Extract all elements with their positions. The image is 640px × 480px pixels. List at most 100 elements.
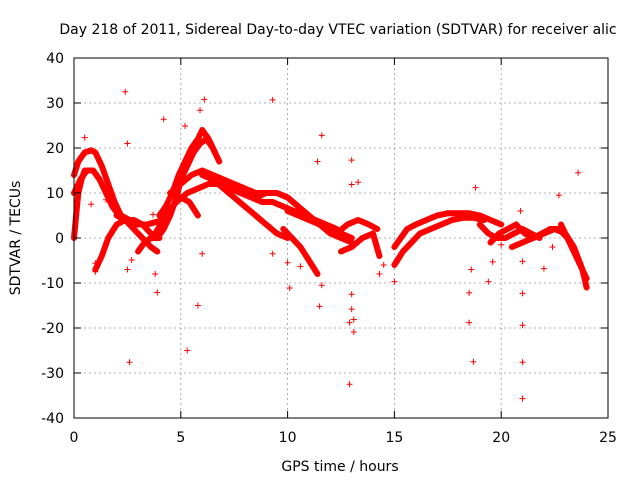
data-point	[272, 200, 279, 207]
data-point	[281, 193, 288, 200]
data-point	[362, 233, 369, 240]
data-point	[367, 231, 374, 238]
data-point	[340, 247, 347, 254]
data-point	[100, 248, 107, 255]
data-point	[349, 219, 356, 226]
data-point	[185, 151, 192, 158]
data-point	[95, 156, 102, 163]
data-point	[182, 158, 189, 165]
data-point	[308, 218, 315, 225]
data-point	[420, 218, 427, 225]
data-point	[344, 221, 351, 228]
data-point	[152, 230, 159, 237]
data-point	[376, 253, 383, 259]
outlier-point	[150, 211, 157, 218]
data-point	[284, 208, 291, 214]
data-point	[373, 241, 380, 248]
data-point	[188, 172, 195, 178]
data-point	[197, 184, 204, 191]
data-point	[578, 265, 585, 272]
data-point	[192, 209, 199, 216]
data-point	[343, 237, 350, 244]
data-point	[343, 246, 350, 253]
x-tick-label: 10	[279, 430, 297, 446]
data-point	[554, 227, 561, 234]
outlier-point	[124, 266, 131, 273]
data-point	[300, 214, 307, 221]
data-point	[106, 185, 113, 192]
data-point	[417, 230, 424, 237]
y-tick-label: -10	[41, 276, 64, 292]
x-tick-label: 5	[176, 430, 185, 446]
outlier-point	[555, 192, 562, 199]
data-point	[71, 229, 78, 236]
data-point	[204, 174, 211, 181]
data-point	[109, 228, 116, 235]
data-point	[438, 221, 445, 228]
data-point	[217, 175, 224, 182]
outlier-point	[314, 158, 321, 165]
data-point	[269, 199, 276, 205]
data-point	[74, 161, 81, 168]
data-point	[156, 223, 163, 230]
data-point	[101, 244, 108, 250]
data-point	[310, 264, 317, 271]
data-point	[232, 187, 239, 194]
data-point	[287, 209, 294, 216]
data-point	[297, 213, 304, 220]
data-point	[191, 170, 198, 177]
outlier-point	[466, 289, 473, 296]
data-point	[431, 213, 438, 220]
outlier-point	[575, 169, 582, 176]
data-point	[498, 221, 505, 228]
outlier-point	[346, 381, 353, 388]
data-point	[441, 220, 448, 227]
data-point	[580, 268, 587, 275]
outlier-point	[199, 250, 206, 257]
data-point	[418, 219, 425, 226]
x-tick-label: 20	[492, 430, 510, 446]
data-point	[433, 223, 440, 230]
data-point	[205, 136, 212, 142]
data-point	[422, 228, 429, 235]
data-point	[490, 218, 497, 225]
y-tick-label: -20	[41, 321, 64, 337]
data-point	[252, 194, 259, 201]
data-point	[216, 158, 223, 165]
y-tick-label: 30	[46, 96, 64, 112]
data-point	[184, 190, 191, 196]
data-point	[527, 236, 534, 243]
data-point	[211, 149, 218, 156]
data-point	[538, 231, 545, 238]
data-point	[273, 230, 280, 237]
data-point	[562, 231, 569, 238]
data-point	[454, 215, 461, 222]
data-point	[570, 248, 577, 255]
data-point	[98, 253, 105, 259]
data-point	[273, 190, 280, 196]
data-point	[481, 217, 488, 223]
data-point	[451, 216, 458, 223]
data-point	[305, 257, 312, 264]
data-point	[207, 175, 214, 182]
data-point	[457, 215, 464, 222]
data-point	[249, 188, 256, 195]
data-point	[240, 191, 247, 198]
data-point	[391, 262, 398, 268]
outlier-point	[517, 208, 524, 214]
data-point	[237, 190, 244, 196]
data-point	[74, 195, 81, 202]
outlier-point	[519, 290, 526, 297]
data-point	[214, 155, 221, 162]
data-point	[236, 183, 243, 190]
y-axis-ticks: -40 -30 -20 -10 0 10 20 30 40	[41, 51, 608, 427]
data-point	[233, 182, 240, 189]
data-point	[583, 275, 590, 282]
data-point	[487, 217, 494, 223]
data-point	[96, 176, 103, 183]
outlier-point	[498, 241, 505, 248]
data-point	[234, 188, 241, 195]
data-point	[210, 146, 217, 153]
data-point	[231, 181, 238, 187]
outlier-point	[201, 96, 208, 103]
